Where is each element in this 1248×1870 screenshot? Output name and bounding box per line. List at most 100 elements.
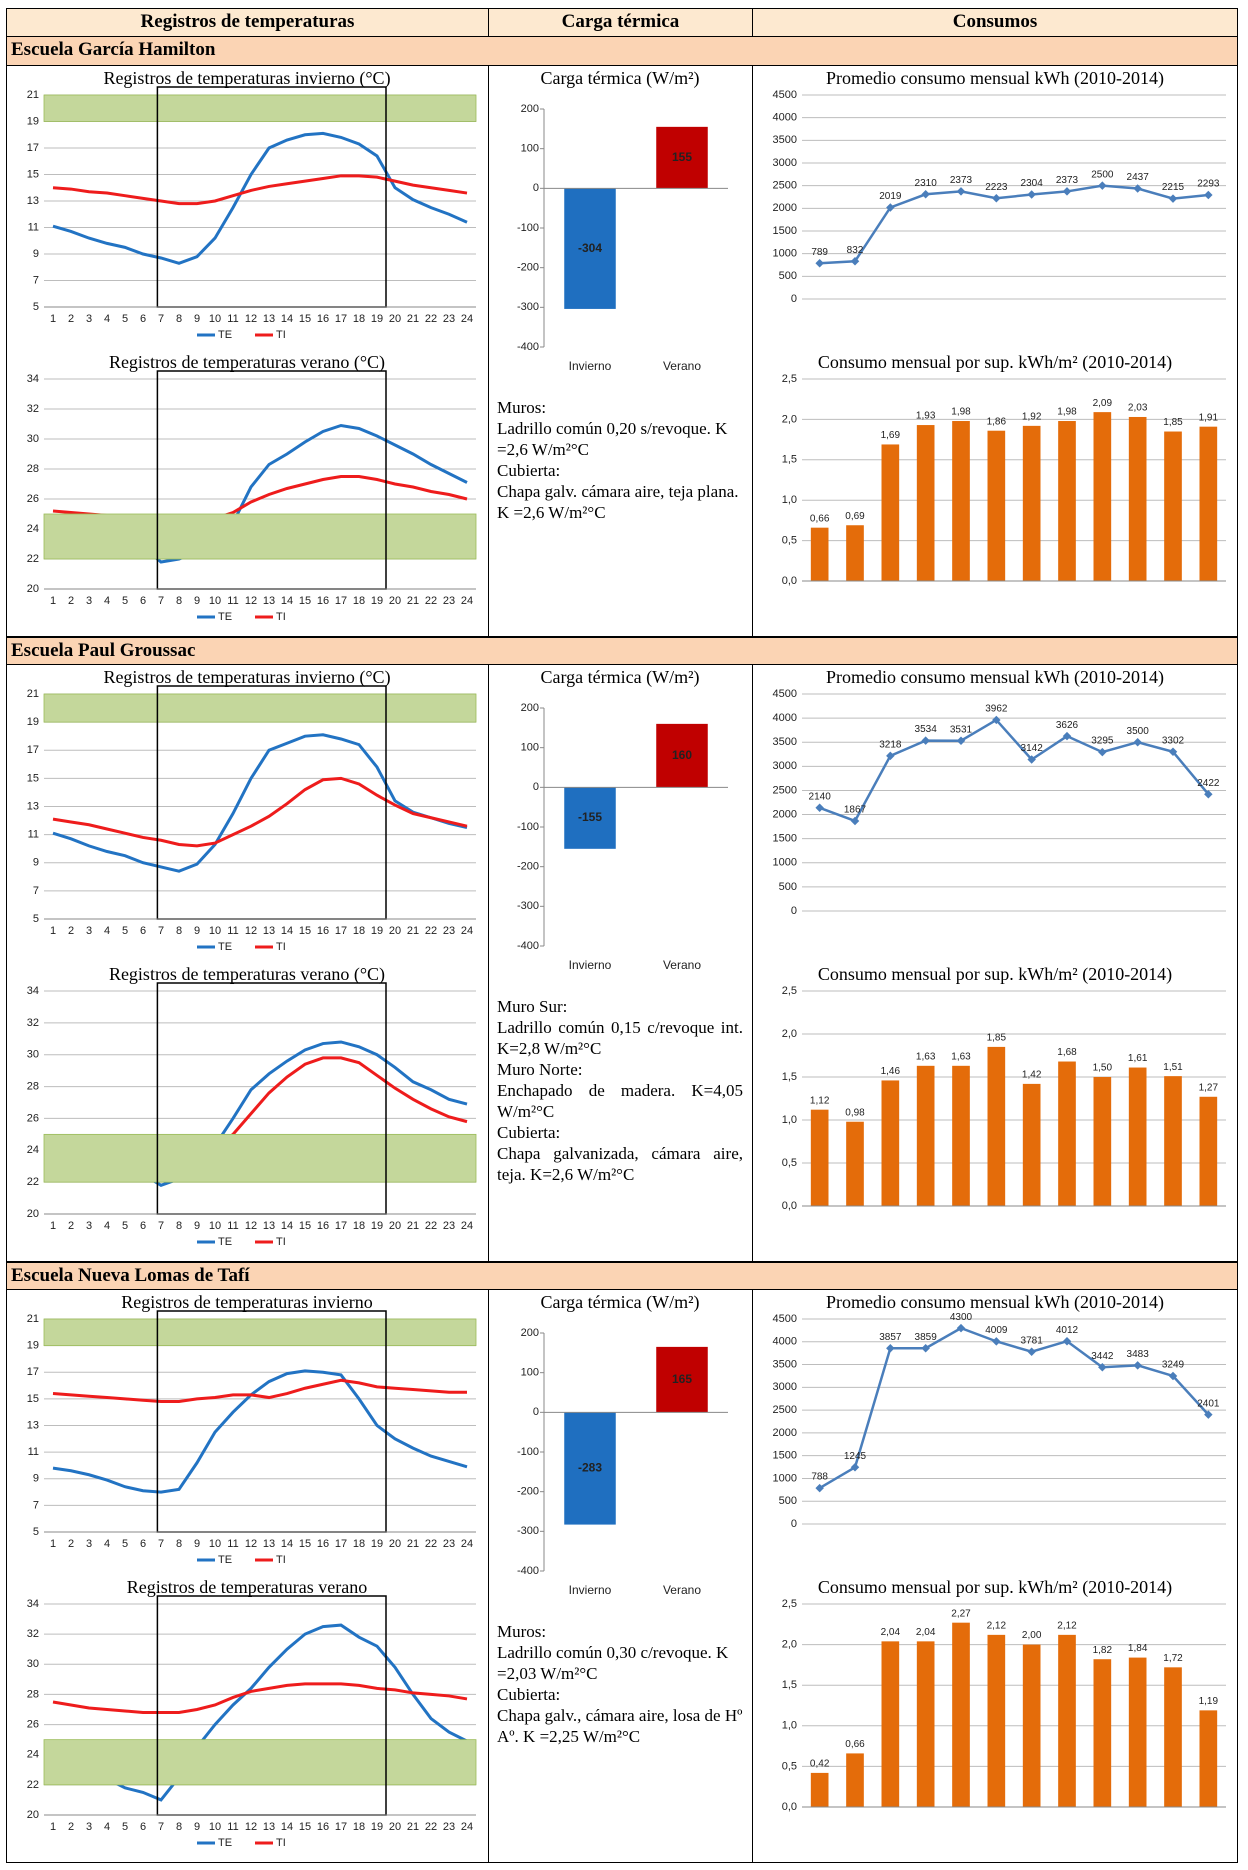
y-tick-label: 0,0 — [782, 575, 797, 587]
x-tick-label: 21 — [407, 313, 419, 325]
bar — [881, 1641, 900, 1807]
x-tick-label: 21 — [407, 595, 419, 607]
data-label: 0,66 — [810, 513, 830, 524]
x-tick-label: 20 — [389, 925, 401, 937]
y-tick-label: 2500 — [773, 180, 797, 192]
x-tick-label: 24 — [461, 1538, 473, 1550]
bar — [810, 1772, 829, 1807]
x-tick-label: 7 — [158, 925, 164, 937]
y-tick-label: 30 — [27, 433, 39, 445]
bar — [564, 188, 616, 309]
x-tick-label: 24 — [461, 1220, 473, 1232]
bar — [656, 1346, 708, 1413]
header-cell: Carga térmica — [488, 8, 753, 37]
y-tick-label: 17 — [27, 1366, 39, 1378]
x-tick-label: 6 — [140, 1538, 146, 1550]
series-line — [52, 131, 468, 265]
chart: Carga térmica (W/m²) 200 100 0 -100 -200 -300 -… — [517, 667, 728, 972]
data-label: 1,63 — [916, 1051, 936, 1062]
x-tick-label: 17 — [335, 595, 347, 607]
y-tick-label: 100 — [521, 742, 539, 754]
series-line — [819, 1326, 1210, 1490]
x-tick-label: 19 — [371, 1538, 383, 1550]
header-cell: Registros de temperaturas — [6, 8, 489, 37]
data-label: 1,91 — [1199, 412, 1219, 423]
table-cell — [752, 65, 1238, 637]
series-line — [52, 776, 468, 848]
bar — [1022, 1644, 1041, 1807]
x-tick-label: 21 — [407, 1821, 419, 1833]
y-tick-label: 4500 — [773, 688, 797, 700]
y-tick-label: 100 — [521, 143, 539, 155]
y-tick-label: 3000 — [773, 1381, 797, 1393]
y-tick-label: 26 — [27, 1718, 39, 1730]
x-tick-label: 16 — [317, 313, 329, 325]
bar — [987, 430, 1006, 581]
y-tick-label: 0 — [533, 781, 539, 793]
school-name: Escuela Paul Groussac — [6, 637, 1238, 665]
bar — [1128, 416, 1147, 581]
bar — [1164, 431, 1182, 581]
data-label: 2140 — [809, 791, 832, 802]
y-tick-label: 19 — [27, 1340, 39, 1352]
data-label: 2500 — [1091, 169, 1114, 180]
y-tick-label: 21 — [27, 688, 39, 700]
material-line: Muros: — [497, 398, 547, 417]
data-label: 3295 — [1091, 736, 1114, 747]
y-tick-label: 4000 — [773, 712, 797, 724]
bar — [952, 1622, 970, 1807]
x-tick-label: 6 — [140, 1821, 146, 1833]
x-tick-label: 18 — [353, 313, 365, 325]
x-tick-label: 5 — [122, 1821, 128, 1833]
x-tick-label: 13 — [263, 313, 275, 325]
legend-label: TI — [276, 941, 286, 953]
marker — [1133, 737, 1142, 747]
legend-label: TE — [218, 329, 232, 341]
chart: Carga térmica (W/m²) 200 100 0 -100 -200 -300 -… — [517, 68, 728, 373]
x-tick-label: 9 — [194, 1220, 200, 1232]
y-tick-label: 13 — [27, 1419, 39, 1431]
y-tick-label: 5 — [33, 1526, 39, 1538]
data-label: 1,50 — [1093, 1063, 1113, 1074]
y-tick-label: 2,0 — [782, 1028, 797, 1040]
x-tick-label: 1 — [50, 1821, 56, 1833]
x-tick-label: 11 — [227, 595, 238, 607]
x-tick-label: 17 — [335, 1538, 347, 1550]
marker — [921, 736, 930, 745]
chart: Carga térmica (W/m²) 200 100 0 -100 -200 -300 -… — [517, 1292, 728, 1597]
x-tick-label: 5 — [122, 1220, 128, 1232]
material-line: Enchapado de madera. K=4,05 W/m²°C — [497, 1081, 743, 1121]
x-tick-label: 22 — [425, 595, 437, 607]
chart-title: Registros de temperaturas invierno — [121, 1292, 372, 1312]
x-tick-label: 11 — [227, 925, 238, 937]
data-label: 1,72 — [1163, 1653, 1183, 1664]
x-tick-label: 13 — [263, 1821, 275, 1833]
x-tick-label: 16 — [317, 925, 329, 937]
x-tick-label: 15 — [299, 313, 311, 325]
bar — [1199, 1710, 1218, 1807]
series-line — [52, 1623, 468, 1802]
x-tick-label: 10 — [209, 313, 221, 325]
x-tick-label: 1 — [50, 1538, 56, 1550]
x-tick-label: 1 — [50, 313, 56, 325]
data-label: 1867 — [844, 805, 867, 816]
x-tick-label: 5 — [122, 313, 128, 325]
chart: Registros de temperaturas invierno (°C) 5… — [27, 68, 477, 341]
x-tick-label: 12 — [245, 1538, 257, 1550]
y-tick-label: 28 — [27, 1688, 39, 1700]
material-line: Ladrillo común 0,30 c/revoque. K =2,03 W… — [497, 1643, 729, 1683]
marker — [992, 1337, 1001, 1346]
chart: Promedio consumo mensual kWh (2010-2014)… — [773, 667, 1226, 917]
y-tick-label: 5 — [33, 301, 39, 313]
data-label: 2,04 — [916, 1627, 936, 1638]
x-tick-label: 4 — [104, 595, 110, 607]
bar — [881, 1080, 900, 1206]
y-tick-label: 20 — [27, 583, 39, 595]
y-tick-label: 9 — [33, 248, 39, 260]
series-line — [819, 718, 1210, 823]
x-tick-label: 2 — [68, 313, 74, 325]
data-label: 2019 — [879, 191, 902, 202]
x-tick-label: 19 — [371, 1821, 383, 1833]
y-tick-label: -200 — [517, 262, 539, 274]
